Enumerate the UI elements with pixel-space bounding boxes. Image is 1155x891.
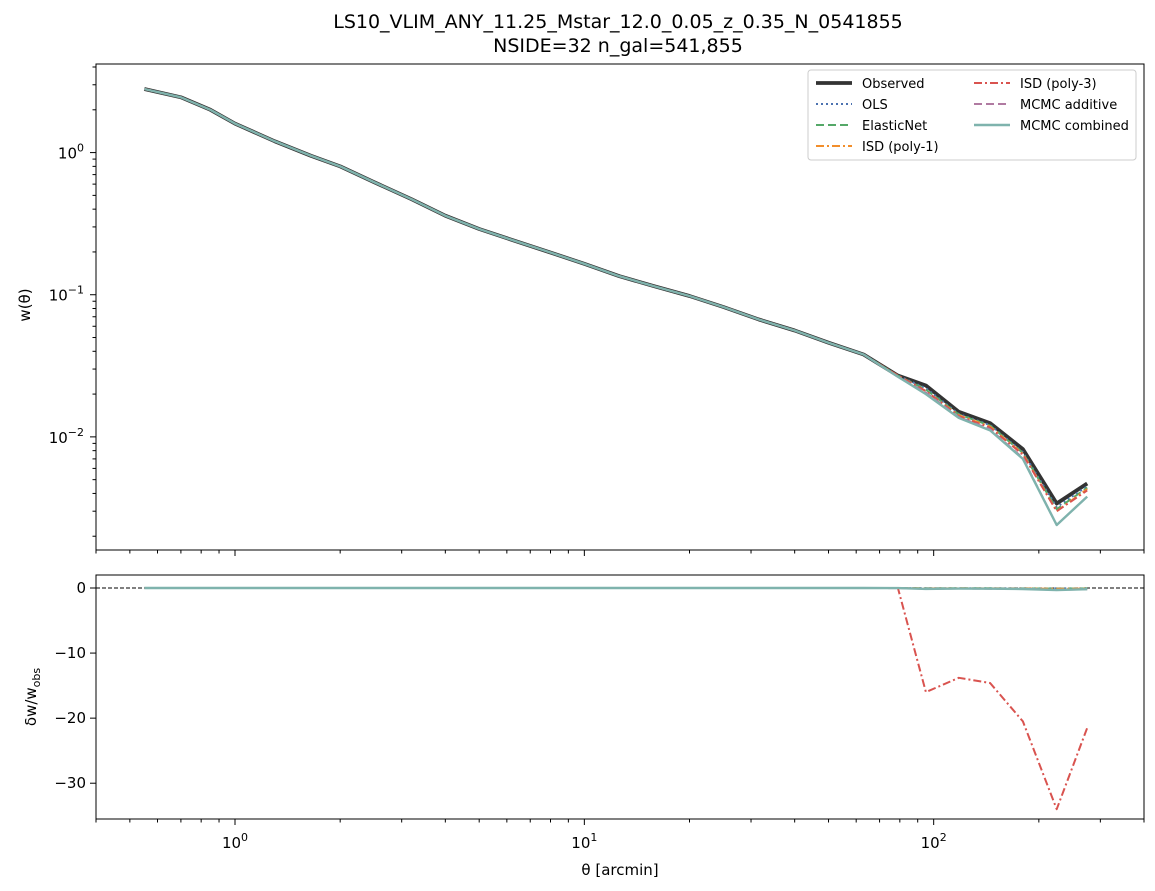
bottom-y-tick-label: −10 xyxy=(54,644,86,662)
bottom-series-mcmc-combined xyxy=(144,586,1088,592)
legend-label: ElasticNet xyxy=(862,119,927,134)
top-y-tick-label-exponent: −2 xyxy=(68,426,84,439)
top-series-mcmc-combined xyxy=(144,87,1089,527)
top-y-tick-label-base: 10 xyxy=(58,145,77,163)
legend-label: Observed xyxy=(862,77,925,92)
chart-title-line-1: LS10_VLIM_ANY_11.25_Mstar_12.0_0.05_z_0.… xyxy=(333,11,903,33)
top-y-axis-label: w(θ) xyxy=(16,288,34,321)
x-tick-label-base: 10 xyxy=(571,834,590,852)
legend-label: MCMC combined xyxy=(1020,119,1129,134)
top-y-tick-label-base: 10 xyxy=(49,287,68,305)
x-tick-label-base: 10 xyxy=(222,834,241,852)
bottom-axes-frame xyxy=(95,574,1145,820)
top-y-tick-label-exponent: 0 xyxy=(77,142,84,155)
chart-title-line-2: NSIDE=32 n_gal=541,855 xyxy=(493,35,743,57)
top-y-tick-label: 10−1 xyxy=(49,284,84,305)
x-tick-label-exponent: 2 xyxy=(940,831,947,844)
x-axis-label: θ [arcmin] xyxy=(581,861,658,879)
x-tick-label: 102 xyxy=(921,831,947,852)
legend: Observed OLS ElasticNet ISD (poly-1) ISD (po… xyxy=(807,69,1137,161)
x-tick-label-exponent: 0 xyxy=(241,831,248,844)
bottom-y-axis-label: δw/wobs xyxy=(22,668,43,726)
legend-box xyxy=(807,69,1137,161)
x-tick-label-base: 10 xyxy=(921,834,940,852)
legend-label: MCMC additive xyxy=(1020,98,1117,113)
x-tick-label: 100 xyxy=(222,831,248,852)
x-tick-label-exponent: 1 xyxy=(590,831,597,844)
top-axes-frame xyxy=(95,63,1145,551)
top-y-tick-label: 10−2 xyxy=(49,426,84,447)
bottom-y-axis-label-main: δw/w xyxy=(22,687,40,726)
top-y-tick-label-exponent: −1 xyxy=(68,284,84,297)
bottom-y-tick-label: 0 xyxy=(76,579,86,597)
legend-label: ISD (poly-3) xyxy=(1020,77,1097,92)
x-tick-label: 101 xyxy=(571,831,597,852)
top-y-tick-label: 100 xyxy=(58,142,84,163)
legend-label: ISD (poly-1) xyxy=(862,140,939,155)
bottom-y-tick-label: −30 xyxy=(54,774,86,792)
top-y-tick-label-base: 10 xyxy=(49,429,68,447)
legend-label: OLS xyxy=(862,98,888,113)
bottom-y-axis-label-sub: obs xyxy=(30,668,43,688)
bottom-y-tick-label: −20 xyxy=(54,709,86,727)
